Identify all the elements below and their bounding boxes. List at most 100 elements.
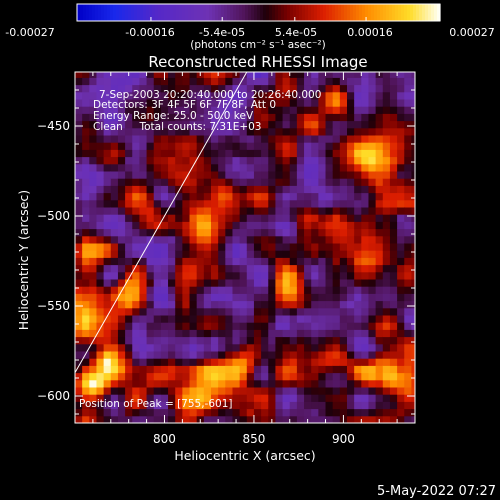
colorbar-cell: [311, 4, 315, 21]
heatmap-cell: [397, 199, 405, 208]
heatmap-cell: [311, 343, 319, 352]
heatmap-cell: [218, 300, 226, 309]
heatmap-cell: [411, 106, 415, 114]
heatmap-cell: [160, 307, 169, 316]
heatmap-cell: [289, 257, 298, 266]
heatmap-cell: [125, 408, 133, 417]
heatmap-cell: [232, 192, 241, 201]
heatmap-cell: [168, 171, 176, 179]
heatmap-cell: [389, 408, 398, 417]
heatmap-cell: [375, 401, 384, 410]
heatmap-cell: [246, 156, 255, 165]
heatmap-cell: [246, 322, 255, 330]
heatmap-cell: [82, 72, 90, 78]
heatmap-cell: [311, 228, 319, 237]
heatmap-cell: [168, 343, 176, 352]
heatmap-cell: [404, 415, 412, 423]
heatmap-cell: [275, 156, 284, 165]
heatmap-cell: [282, 257, 291, 266]
heatmap-cell: [253, 135, 262, 143]
heatmap-cell: [232, 113, 241, 122]
heatmap-cell: [261, 185, 269, 194]
heatmap-cell: [282, 365, 291, 374]
heatmap-cell: [232, 235, 241, 244]
heatmap-cell: [289, 336, 298, 345]
heatmap-cell: [275, 329, 284, 338]
heatmap-cell: [110, 199, 119, 208]
heatmap-cell: [304, 264, 312, 273]
heatmap-cell: [117, 77, 126, 86]
heatmap-cell: [196, 214, 205, 222]
heatmap-cell: [160, 394, 169, 402]
heatmap-cell: [382, 135, 391, 143]
heatmap-cell: [125, 271, 133, 280]
colorbar-tick-label: -0.00027: [5, 26, 54, 39]
heatmap-cell: [296, 235, 305, 244]
heatmap-cell: [132, 99, 140, 107]
heatmap-cell: [196, 178, 205, 186]
heatmap-cell: [117, 235, 126, 244]
heatmap-cell: [182, 293, 191, 302]
heatmap-cell: [232, 264, 241, 273]
heatmap-cell: [189, 156, 198, 165]
heatmap-cell: [182, 372, 191, 381]
heatmap-cell: [96, 243, 105, 251]
heatmap-cell: [375, 178, 384, 186]
heatmap-cell: [375, 358, 384, 366]
heatmap-cell: [139, 387, 148, 395]
heatmap-cell: [318, 214, 327, 222]
heatmap-cell: [211, 415, 219, 423]
heatmap-cell: [232, 214, 241, 222]
colorbar-cell: [200, 4, 204, 21]
heatmap-cell: [103, 149, 112, 158]
heatmap-cell: [375, 99, 384, 107]
heatmap-cell: [368, 286, 377, 294]
heatmap-cell: [354, 379, 362, 388]
heatmap-cell: [296, 214, 305, 222]
heatmap-cell: [175, 221, 183, 230]
colorbar-cell: [86, 4, 90, 21]
colorbar-cell: [422, 4, 426, 21]
heatmap-cell: [75, 221, 83, 230]
heatmap-cell: [368, 387, 377, 395]
heatmap-cell: [339, 106, 348, 114]
heatmap-cell: [153, 77, 162, 86]
heatmap-cell: [397, 235, 405, 244]
annotation-detectors: Detectors: 3F 4F 5F 6F 7F 8F, Att 0: [93, 99, 276, 111]
heatmap-cell: [103, 178, 112, 186]
heatmap-cell: [75, 315, 83, 323]
y-axis-label: Heliocentric Y (arcsec): [16, 190, 31, 330]
heatmap-cell: [268, 99, 276, 107]
heatmap-cell: [160, 387, 169, 395]
heatmap-cell: [411, 135, 415, 143]
heatmap-cell: [375, 279, 384, 287]
heatmap-cell: [304, 113, 312, 122]
heatmap-cell: [75, 135, 83, 143]
heatmap-cell: [239, 142, 248, 150]
heatmap-cell: [146, 171, 155, 179]
heatmap-cell: [117, 322, 126, 330]
heatmap-cell: [304, 387, 312, 395]
heatmap-cell: [189, 307, 198, 316]
heatmap-cell: [239, 250, 248, 258]
heatmap-cell: [153, 365, 162, 374]
heatmap-cell: [347, 293, 355, 302]
heatmap-cell: [397, 113, 405, 122]
heatmap-cell: [325, 401, 334, 410]
heatmap-cell: [347, 264, 355, 273]
heatmap-cell: [110, 336, 119, 345]
heatmap-cell: [182, 315, 191, 323]
heatmap-cell: [117, 91, 126, 100]
heatmap-cell: [397, 77, 405, 86]
heatmap-cell: [203, 171, 212, 179]
colorbar-cell: [218, 4, 222, 21]
heatmap-cell: [146, 135, 155, 143]
heatmap-cell: [75, 113, 83, 122]
heatmap-cell: [189, 72, 198, 78]
heatmap-cell: [389, 336, 398, 345]
colorbar-cell: [290, 4, 294, 21]
heatmap-cell: [196, 329, 205, 338]
heatmap-cell: [96, 235, 105, 244]
heatmap-cell: [339, 127, 348, 136]
heatmap-cell: [325, 271, 334, 280]
